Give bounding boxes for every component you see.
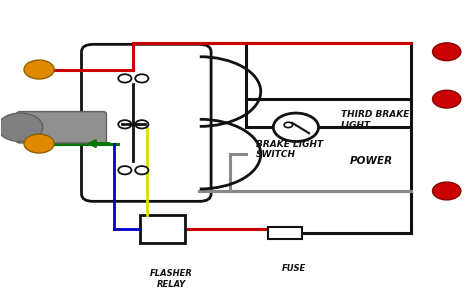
Circle shape [284, 122, 292, 128]
Circle shape [273, 113, 319, 141]
Circle shape [433, 43, 461, 61]
Circle shape [24, 134, 54, 153]
Circle shape [135, 120, 148, 129]
Circle shape [24, 60, 54, 79]
Circle shape [118, 166, 131, 174]
FancyBboxPatch shape [17, 112, 107, 143]
Circle shape [433, 182, 461, 200]
FancyBboxPatch shape [82, 44, 211, 201]
Circle shape [135, 74, 148, 83]
Circle shape [0, 113, 43, 141]
FancyBboxPatch shape [268, 227, 302, 239]
Circle shape [433, 90, 461, 108]
Text: THIRD BRAKE
LIGHT: THIRD BRAKE LIGHT [341, 110, 409, 129]
Text: FUSE: FUSE [282, 263, 306, 273]
Text: BRAKE LIGHT
SWITCH: BRAKE LIGHT SWITCH [256, 140, 323, 159]
Text: POWER: POWER [350, 156, 393, 166]
Circle shape [135, 166, 148, 174]
FancyBboxPatch shape [140, 215, 185, 243]
Text: FLASHER
RELAY: FLASHER RELAY [150, 269, 192, 289]
Circle shape [118, 74, 131, 83]
Circle shape [118, 120, 131, 129]
